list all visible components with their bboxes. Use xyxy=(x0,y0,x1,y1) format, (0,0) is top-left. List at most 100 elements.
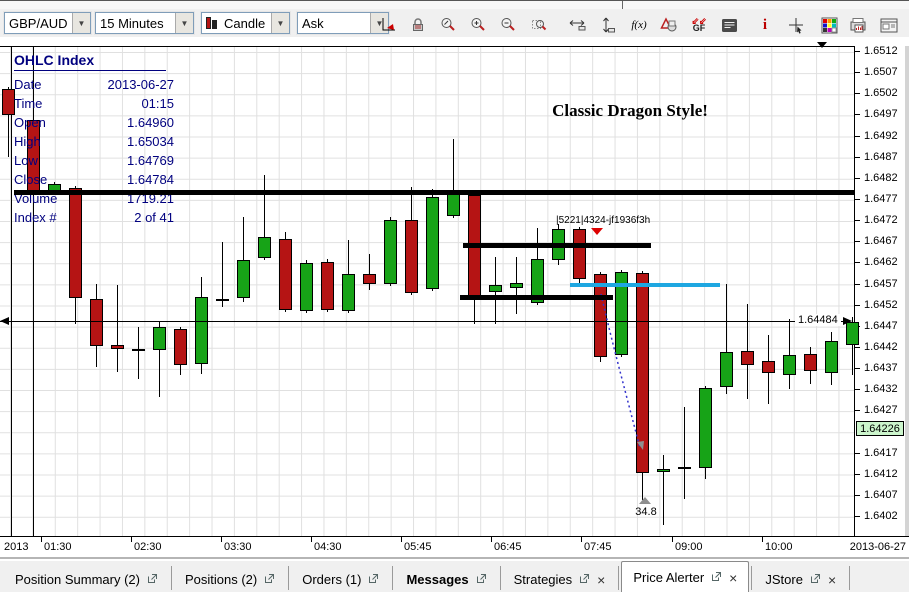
ohlc-row-label: Index # xyxy=(14,210,57,225)
popout-icon[interactable] xyxy=(810,572,821,587)
popout-icon[interactable] xyxy=(264,572,275,587)
support-line xyxy=(460,294,613,300)
price-axis-label: 1.6417 xyxy=(864,446,898,459)
symbol-dropdown[interactable]: GBP/AUD ▼ xyxy=(4,12,91,34)
close-icon[interactable]: × xyxy=(597,571,606,588)
axis-date-label: 2013-06-27 xyxy=(849,541,906,553)
palette-icon[interactable] xyxy=(817,14,841,36)
chart-type-dropdown[interactable]: Candle ▼ xyxy=(201,12,290,34)
crosshair-icon[interactable] xyxy=(784,14,808,36)
time-axis-label: 04:30 xyxy=(314,541,342,553)
time-axis-label: 06:45 xyxy=(494,541,522,553)
resistance-mid xyxy=(463,243,651,249)
price-axis-tick xyxy=(855,93,860,95)
price-axis-label: 1.6502 xyxy=(864,87,898,100)
price-axis-tick xyxy=(855,516,860,518)
draw-shapes-icon[interactable] xyxy=(657,14,681,36)
zoom-region-icon[interactable] xyxy=(527,14,551,36)
time-axis-label: 02:30 xyxy=(134,541,162,553)
window-layout-icon[interactable] xyxy=(877,14,901,36)
tab-strategies[interactable]: Strategies × xyxy=(503,566,617,592)
candle xyxy=(615,271,628,356)
close-icon[interactable]: × xyxy=(729,569,738,586)
candle-wick xyxy=(852,317,853,376)
dotted-trend-curve xyxy=(600,293,644,450)
ohlc-row-value: 1.64960 xyxy=(127,115,174,130)
zoom-out-icon[interactable] xyxy=(496,14,520,36)
volume-marker-label: 34.8 xyxy=(635,506,657,518)
candle xyxy=(111,345,124,349)
price-axis-label: 1.6497 xyxy=(864,108,898,121)
chevron-down-icon[interactable]: ▼ xyxy=(271,13,289,33)
candle-wick xyxy=(684,407,685,499)
popout-icon[interactable] xyxy=(476,572,487,587)
popout-icon[interactable] xyxy=(147,572,158,587)
fit-horizontal-icon[interactable] xyxy=(565,14,589,36)
tab-positions-2[interactable]: Positions (2) xyxy=(174,566,286,592)
price-axis-tick xyxy=(855,304,860,306)
indicators-gf-icon[interactable]: ⇙⇙ GF xyxy=(691,15,707,33)
price-side-value: Ask xyxy=(302,15,324,31)
price-axis-tick xyxy=(855,389,860,391)
price-axis-label: 1.6487 xyxy=(864,150,898,163)
right-scroll-strip[interactable] xyxy=(905,46,909,559)
close-icon[interactable]: × xyxy=(827,571,837,588)
price-axis-tick xyxy=(855,452,860,454)
ohlc-row-value: 1.64784 xyxy=(127,172,174,187)
popout-icon[interactable] xyxy=(711,570,722,585)
trade-tag-annotation: |5221|4324-jf1936f3h xyxy=(556,215,651,226)
ohlc-row-value: 1719.21 xyxy=(127,191,174,206)
candle xyxy=(426,197,439,290)
time-axis-label: 10:00 xyxy=(765,541,793,553)
price-axis-tick xyxy=(855,114,860,116)
print-chart-icon[interactable] xyxy=(847,14,871,36)
tab-separator xyxy=(849,566,851,590)
ohlc-info-panel: OHLC Index Date 2013-06-27 Time 01:15 Open 1.… xyxy=(14,52,184,227)
chevron-down-icon[interactable]: ▼ xyxy=(72,13,90,33)
time-axis-label: 01:30 xyxy=(44,541,72,553)
tab-price-alerter[interactable]: Price Alerter × xyxy=(621,561,750,592)
popout-icon[interactable] xyxy=(368,572,379,587)
tab-separator xyxy=(170,566,172,590)
candle xyxy=(699,388,712,469)
info-icon[interactable]: i xyxy=(753,14,777,36)
popout-icon[interactable] xyxy=(579,572,590,587)
time-axis-tick xyxy=(41,537,42,542)
marker-triangle-down xyxy=(591,228,603,235)
zoom-in-icon[interactable] xyxy=(466,14,490,36)
tab-separator xyxy=(499,566,501,590)
tab-label: JStore xyxy=(765,572,803,587)
candle xyxy=(846,322,859,345)
candle-wick xyxy=(138,326,139,379)
price-axis-label: 1.6457 xyxy=(864,277,898,290)
notes-icon[interactable] xyxy=(717,14,741,36)
tab-position-summary-2[interactable]: Position Summary (2) xyxy=(4,566,169,592)
marker-triangle-down xyxy=(817,42,827,48)
price-axis-label: 1.6512 xyxy=(864,45,898,57)
ohlc-row-label: High xyxy=(14,134,41,149)
lock-icon[interactable] xyxy=(406,14,430,36)
tab-orders-1[interactable]: Orders (1) xyxy=(291,566,390,592)
fit-vertical-icon[interactable] xyxy=(596,14,620,36)
chevron-down-icon[interactable]: ▼ xyxy=(175,13,193,33)
ohlc-row-value: 2 of 41 xyxy=(134,210,174,225)
tab-messages[interactable]: Messages xyxy=(395,566,497,592)
price-axis-label: 1.6467 xyxy=(864,235,898,248)
candlestick-chart[interactable]: OHLC Index Date 2013-06-27 Time 01:15 Open 1.… xyxy=(0,42,859,537)
time-axis-label: 07:45 xyxy=(584,541,612,553)
zoom-custom-icon[interactable] xyxy=(436,14,460,36)
chart-axes-icon[interactable] xyxy=(376,14,400,36)
candle xyxy=(762,361,775,373)
price-axis-label: 1.6492 xyxy=(864,129,898,142)
tab-label: Position Summary (2) xyxy=(15,572,140,587)
price-axis-label: 1.6472 xyxy=(864,214,898,227)
price-axis-tick xyxy=(855,51,860,52)
tab-jstore[interactable]: JStore × xyxy=(754,566,847,592)
candle xyxy=(573,229,586,280)
functions-icon[interactable]: f(x) xyxy=(627,14,651,36)
fx-label: f(x) xyxy=(631,19,647,31)
time-axis-tick xyxy=(581,537,582,542)
timeframe-dropdown[interactable]: 15 Minutes ▼ xyxy=(95,12,194,34)
price-axis-tick xyxy=(855,220,860,222)
